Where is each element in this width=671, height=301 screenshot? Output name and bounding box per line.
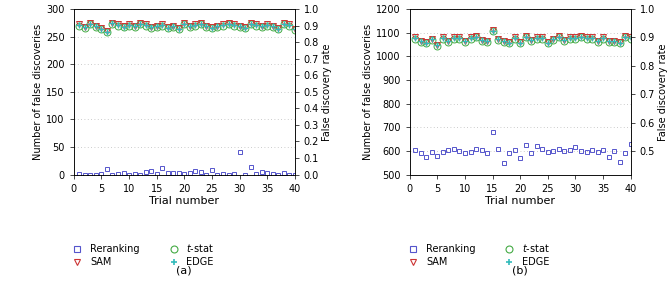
X-axis label: Trial number: Trial number bbox=[485, 196, 555, 206]
Text: (a): (a) bbox=[176, 266, 192, 276]
Y-axis label: False discovery rate: False discovery rate bbox=[658, 43, 668, 141]
Y-axis label: Number of false discoveries: Number of false discoveries bbox=[363, 24, 373, 160]
X-axis label: Trial number: Trial number bbox=[150, 196, 219, 206]
Text: (b): (b) bbox=[513, 266, 528, 276]
Legend: Reranking, SAM, $t$-stat, EDGE: Reranking, SAM, $t$-stat, EDGE bbox=[68, 242, 214, 267]
Legend: Reranking, SAM, $t$-stat, EDGE: Reranking, SAM, $t$-stat, EDGE bbox=[403, 242, 550, 267]
Y-axis label: Number of false discoveries: Number of false discoveries bbox=[34, 24, 44, 160]
Y-axis label: False discovery rate: False discovery rate bbox=[322, 43, 332, 141]
